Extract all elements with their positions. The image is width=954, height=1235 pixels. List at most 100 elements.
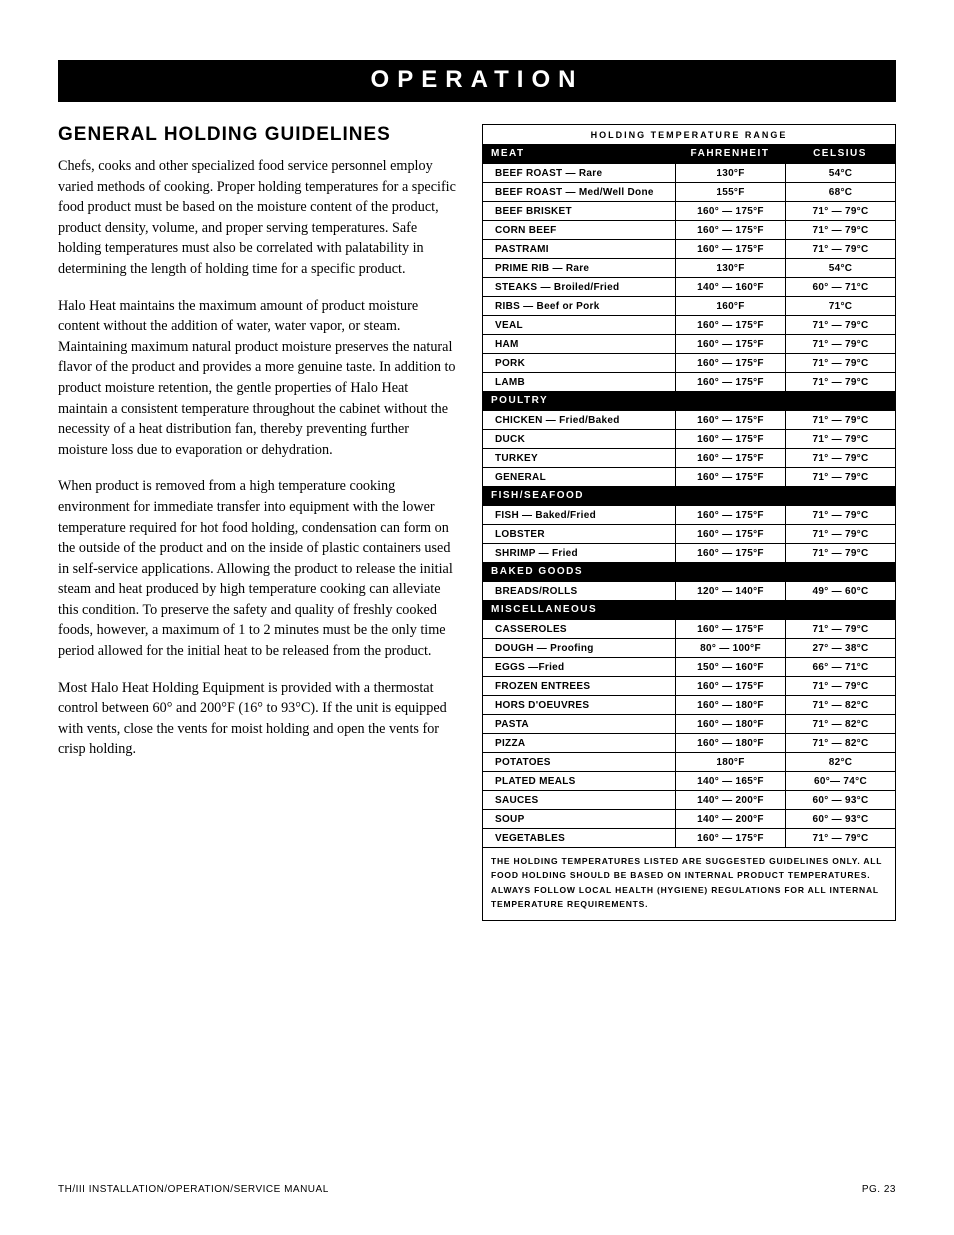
- table-cell-name: LOBSTER: [483, 524, 675, 543]
- table-cell-name: PASTA: [483, 714, 675, 733]
- table-cell-celsius: 71° — 79°C: [785, 619, 895, 638]
- table-cell-name: BEEF ROAST — Rare: [483, 163, 675, 182]
- table-cell-celsius: 71° — 82°C: [785, 733, 895, 752]
- table-cell-fahrenheit: 160° — 175°F: [675, 467, 785, 486]
- table-category-row: FISH/SEAFOOD: [483, 486, 895, 505]
- table-cell-fahrenheit: 160° — 175°F: [675, 372, 785, 391]
- table-cell-name: PLATED MEALS: [483, 771, 675, 790]
- table-header-celsius: CELSIUS: [785, 144, 895, 163]
- table-cell-celsius: 71° — 79°C: [785, 334, 895, 353]
- table-cell-fahrenheit: 160° — 175°F: [675, 201, 785, 220]
- table-cell-fahrenheit: 160° — 175°F: [675, 410, 785, 429]
- table-category-row: MISCELLANEOUS: [483, 600, 895, 619]
- holding-temperature-table: HOLDING TEMPERATURE RANGE MEAT FAHRENHEI…: [482, 124, 896, 921]
- table-cell-fahrenheit: 130°F: [675, 163, 785, 182]
- table-cell-celsius: 71° — 79°C: [785, 201, 895, 220]
- table-header-meat: MEAT: [483, 144, 675, 163]
- body-paragraph: Most Halo Heat Holding Equipment is prov…: [58, 678, 458, 760]
- table-cell-name: SAUCES: [483, 790, 675, 809]
- table-cell-celsius: 71° — 79°C: [785, 467, 895, 486]
- table-cell-name: FROZEN ENTREES: [483, 676, 675, 695]
- table-cell-celsius: 71° — 79°C: [785, 543, 895, 562]
- table-cell-fahrenheit: 160° — 180°F: [675, 733, 785, 752]
- table-cell-celsius: 71° — 79°C: [785, 353, 895, 372]
- section-banner: OPERATION: [58, 60, 896, 102]
- table-cell-fahrenheit: 160° — 175°F: [675, 676, 785, 695]
- page: OPERATION GENERAL HOLDING GUIDELINES Che…: [0, 0, 954, 1235]
- table-cell-celsius: 54°C: [785, 163, 895, 182]
- table-cell-celsius: 71° — 79°C: [785, 220, 895, 239]
- table-cell-celsius: 71° — 82°C: [785, 714, 895, 733]
- table-cell-celsius: 66° — 71°C: [785, 657, 895, 676]
- table-cell-name: CHICKEN — Fried/Baked: [483, 410, 675, 429]
- table-cell-celsius: 60° — 93°C: [785, 790, 895, 809]
- footer-manual-label: INSTALLATION/OPERATION/SERVICE MANUAL: [89, 1184, 329, 1195]
- table-cell-celsius: 71° — 79°C: [785, 676, 895, 695]
- table-cell-celsius: 71° — 79°C: [785, 448, 895, 467]
- table-cell-name: EGGS —Fried: [483, 657, 675, 676]
- table-cell-fahrenheit: 160° — 180°F: [675, 714, 785, 733]
- table-cell-celsius: 68°C: [785, 182, 895, 201]
- table-cell-celsius: 60° — 93°C: [785, 809, 895, 828]
- footer-page-number: PG. 23: [862, 1184, 896, 1195]
- table-cell-celsius: 71° — 79°C: [785, 524, 895, 543]
- table-cell-name: VEAL: [483, 315, 675, 334]
- table-cell-fahrenheit: 140° — 200°F: [675, 790, 785, 809]
- page-footer: TH/III INSTALLATION/OPERATION/SERVICE MA…: [58, 1184, 896, 1195]
- table-cell-celsius: 82°C: [785, 752, 895, 771]
- table-cell-fahrenheit: 160° — 175°F: [675, 239, 785, 258]
- table-cell-celsius: 60° — 71°C: [785, 277, 895, 296]
- footer-page-num: 23: [884, 1184, 896, 1195]
- table-cell-fahrenheit: 160° — 180°F: [675, 695, 785, 714]
- table-cell-name: PASTRAMI: [483, 239, 675, 258]
- table-cell-celsius: 71° — 79°C: [785, 410, 895, 429]
- table-cell-name: LAMB: [483, 372, 675, 391]
- table-category-row: POULTRY: [483, 391, 895, 410]
- two-column-layout: GENERAL HOLDING GUIDELINES Chefs, cooks …: [58, 124, 896, 921]
- table-cell-name: SHRIMP — Fried: [483, 543, 675, 562]
- table-cell-name: PIZZA: [483, 733, 675, 752]
- table-cell-fahrenheit: 140° — 165°F: [675, 771, 785, 790]
- table-cell-fahrenheit: 140° — 160°F: [675, 277, 785, 296]
- table-cell-celsius: 60°— 74°C: [785, 771, 895, 790]
- table-cell-celsius: 71° — 79°C: [785, 239, 895, 258]
- table-cell-name: SOUP: [483, 809, 675, 828]
- table-cell-name: PORK: [483, 353, 675, 372]
- table-cell-name: DUCK: [483, 429, 675, 448]
- table-cell-name: RIBS — Beef or Pork: [483, 296, 675, 315]
- table-header-fahrenheit: FAHRENHEIT: [675, 144, 785, 163]
- table-cell-celsius: 71° — 79°C: [785, 828, 895, 847]
- body-paragraph: Halo Heat maintains the maximum amount o…: [58, 296, 458, 461]
- table-cell-celsius: 49° — 60°C: [785, 581, 895, 600]
- table-cell-name: VEGETABLES: [483, 828, 675, 847]
- table-cell-name: STEAKS — Broiled/Fried: [483, 277, 675, 296]
- table-cell-name: TURKEY: [483, 448, 675, 467]
- table-cell-celsius: 71° — 79°C: [785, 429, 895, 448]
- table-cell-name: BEEF BRISKET: [483, 201, 675, 220]
- table-cell-fahrenheit: 130°F: [675, 258, 785, 277]
- table-cell-fahrenheit: 155°F: [675, 182, 785, 201]
- table-cell-fahrenheit: 160° — 175°F: [675, 315, 785, 334]
- table-cell-fahrenheit: 140° — 200°F: [675, 809, 785, 828]
- table-cell-celsius: 71° — 79°C: [785, 505, 895, 524]
- right-column: HOLDING TEMPERATURE RANGE MEAT FAHRENHEI…: [482, 124, 896, 921]
- table-cell-fahrenheit: 80° — 100°F: [675, 638, 785, 657]
- table-cell-name: BEEF ROAST — Med/Well Done: [483, 182, 675, 201]
- table-cell-fahrenheit: 160° — 175°F: [675, 524, 785, 543]
- table-cell-fahrenheit: 160° — 175°F: [675, 505, 785, 524]
- table-cell-fahrenheit: 180°F: [675, 752, 785, 771]
- table-cell-fahrenheit: 160° — 175°F: [675, 543, 785, 562]
- table-cell-name: BREADS/ROLLS: [483, 581, 675, 600]
- table-title: HOLDING TEMPERATURE RANGE: [483, 125, 895, 144]
- table-cell-name: POTATOES: [483, 752, 675, 771]
- table-cell-fahrenheit: 160° — 175°F: [675, 334, 785, 353]
- table-cell-fahrenheit: 160° — 175°F: [675, 353, 785, 372]
- table-cell-celsius: 71° — 79°C: [785, 315, 895, 334]
- table-cell-name: GENERAL: [483, 467, 675, 486]
- table-cell-celsius: 27° — 38°C: [785, 638, 895, 657]
- body-paragraph: Chefs, cooks and other specialized food …: [58, 156, 458, 280]
- table-cell-fahrenheit: 160°F: [675, 296, 785, 315]
- table-cell-name: PRIME RIB — Rare: [483, 258, 675, 277]
- table-cell-celsius: 54°C: [785, 258, 895, 277]
- table-cell-name: FISH — Baked/Fried: [483, 505, 675, 524]
